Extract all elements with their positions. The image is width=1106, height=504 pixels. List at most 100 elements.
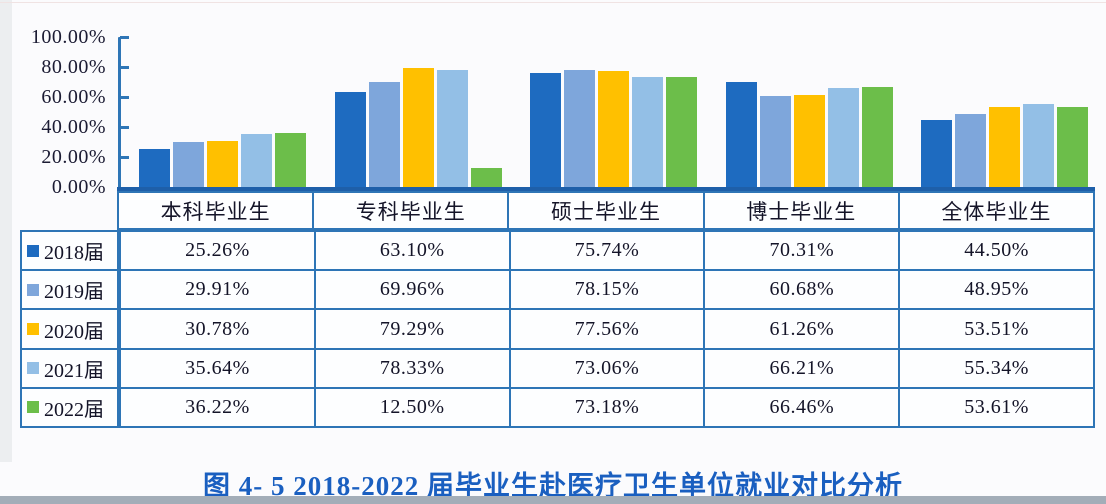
table-row: 2019届 29.91% 69.96% 78.15% 60.68% 48.95% [22, 269, 1093, 309]
y-axis-tick [120, 66, 129, 69]
bar [402, 68, 434, 187]
bar [368, 82, 400, 187]
table-cell: 25.26% [119, 232, 314, 270]
y-axis-tick-label: 100.00% [30, 26, 106, 48]
table-cell: 79.29% [313, 310, 509, 348]
y-axis-tick-label: 80.00% [41, 56, 106, 78]
page-left-edge [0, 0, 12, 462]
table-cell: 66.46% [703, 388, 898, 427]
table-cell: 73.06% [508, 349, 704, 387]
bar [921, 120, 953, 187]
table-cell: 55.34% [898, 349, 1093, 387]
table-cell: 73.18% [508, 388, 704, 427]
y-axis-tick [120, 36, 129, 39]
bar [827, 87, 859, 187]
bar [564, 69, 596, 187]
table-row: 2021届 35.64% 78.33% 73.06% 66.21% 55.34% [22, 347, 1093, 387]
bar-group [117, 37, 313, 187]
bar [436, 69, 468, 187]
legend-swatch-icon [27, 401, 39, 414]
table-cell: 29.91% [119, 271, 314, 309]
table-cell: 78.15% [508, 271, 704, 309]
table-row: 2018届 25.26% 63.10% 75.74% 70.31% 44.50% [22, 232, 1093, 270]
bar [207, 140, 238, 187]
row-label: 2021届 [22, 349, 119, 387]
bar [1023, 104, 1055, 187]
bar [955, 113, 987, 187]
bar [598, 70, 630, 187]
table-cell: 77.56% [508, 310, 704, 348]
bar [989, 106, 1021, 187]
y-axis-tick-label: 0.00% [51, 176, 106, 198]
y-axis-tick-label: 40.00% [41, 116, 106, 138]
bar [1057, 106, 1089, 187]
bar [666, 77, 698, 187]
table-header-row: 本科毕业生 专科毕业生 硕士毕业生 博士毕业生 全体毕业生 [117, 191, 1095, 230]
table-cell: 60.68% [703, 271, 898, 309]
table-cell: 48.95% [898, 271, 1093, 309]
row-label-text: 2022届 [44, 398, 104, 421]
bar [759, 96, 791, 187]
row-label: 2019届 [22, 271, 119, 309]
row-label-text: 2021届 [44, 359, 104, 382]
y-axis-tick [120, 126, 129, 129]
table-row: 2020届 30.78% 79.29% 77.56% 61.26% 53.51% [22, 308, 1093, 348]
bar-group [313, 37, 509, 187]
table-cell: 63.10% [313, 232, 509, 270]
table-cell: 61.26% [703, 310, 898, 348]
bar-group [704, 37, 900, 187]
row-label-text: 2018届 [44, 242, 104, 265]
legend-swatch-icon [27, 283, 39, 296]
bar [334, 92, 366, 187]
bar [793, 95, 825, 187]
row-label-text: 2019届 [44, 281, 104, 304]
bar [139, 149, 170, 187]
bar [275, 132, 306, 187]
column-header-masters: 硕士毕业生 [507, 193, 702, 228]
table-cell: 44.50% [898, 232, 1093, 270]
table-row: 2022届 36.22% 12.50% 73.18% 66.46% 53.61% [22, 386, 1093, 427]
x-axis-line [117, 187, 1095, 191]
y-axis-tick-label: 20.00% [41, 146, 106, 168]
bar [470, 168, 502, 187]
table-cell: 36.22% [119, 388, 314, 427]
row-label: 2022届 [22, 388, 119, 427]
bar [725, 81, 757, 187]
table-cell: 70.31% [703, 232, 898, 270]
page-top-edge [0, 2, 1106, 3]
table-cell: 53.51% [898, 310, 1093, 348]
legend-swatch-icon [27, 323, 39, 335]
bar [861, 87, 893, 187]
column-header-doctoral: 博士毕业生 [702, 193, 898, 228]
row-label: 2018届 [22, 232, 119, 270]
legend-swatch-icon [27, 362, 39, 375]
table-cell: 78.33% [313, 349, 509, 387]
bar [632, 77, 664, 187]
table-cell: 53.61% [898, 388, 1093, 427]
table-cell: 30.78% [119, 310, 314, 348]
table-cell: 35.64% [119, 349, 314, 387]
bar [241, 133, 272, 187]
table-body: 2018届 25.26% 63.10% 75.74% 70.31% 44.50% 2019届… [20, 230, 1095, 428]
row-label: 2020届 [22, 310, 119, 348]
bar-group [508, 37, 704, 187]
plot-area [117, 37, 1095, 187]
legend-swatch-icon [27, 244, 39, 257]
table-cell: 66.21% [703, 349, 898, 387]
y-axis-line [118, 37, 121, 190]
bar [530, 73, 562, 187]
y-axis-tick-label: 60.00% [41, 86, 106, 108]
bar-group [899, 37, 1095, 187]
bar [173, 142, 204, 187]
table-cell: 75.74% [508, 232, 704, 270]
column-header-all-graduates: 全体毕业生 [897, 193, 1093, 228]
column-header-junior-college: 专科毕业生 [312, 193, 507, 228]
column-header-undergraduate: 本科毕业生 [160, 199, 271, 224]
page-bottom-edge [0, 496, 1106, 504]
grouped-bar-chart: 100.00% 80.00% 60.00% 40.00% 20.00% 0.00… [0, 0, 1106, 200]
y-axis-tick [120, 96, 129, 99]
table-cell: 12.50% [313, 388, 509, 427]
row-label-text: 2020届 [44, 320, 104, 343]
table-cell: 69.96% [313, 271, 509, 309]
